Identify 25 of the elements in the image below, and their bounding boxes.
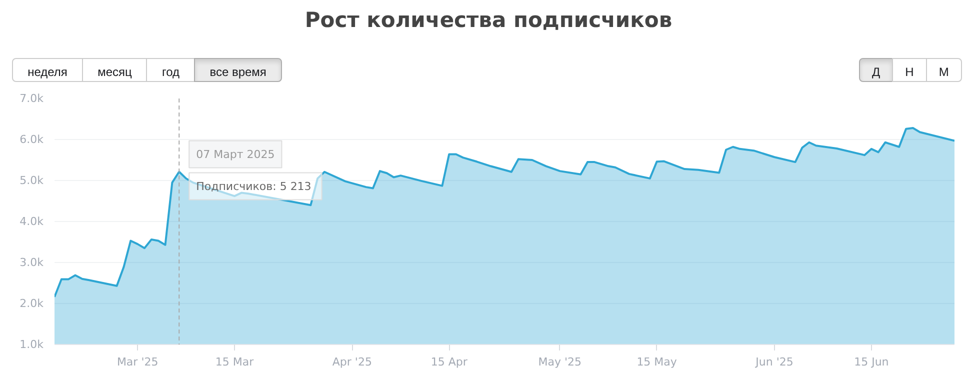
text: все время (194, 58, 282, 82)
chart-title: Рост количества подписчиков (304, 7, 674, 34)
y-tick-label: 5.0k (20, 174, 44, 187)
x-tick-label: 15 Apr (430, 356, 468, 368)
x-tick-label: May '25 (538, 356, 582, 368)
y-tick-label: 4.0k (20, 215, 44, 228)
text: неделя (12, 58, 83, 82)
text: Д (859, 58, 894, 82)
x-tick-label: 15 Jun (854, 356, 889, 368)
text: Н (892, 58, 927, 82)
y-tick-label: 1.0k (20, 338, 44, 351)
text: месяц (82, 58, 148, 82)
y-tick-label: 7.0k (20, 92, 44, 105)
y-tick-label: 6.0k (20, 133, 44, 146)
text: год (146, 58, 196, 82)
annotation: Подписчиков: 5 213 (196, 180, 312, 193)
x-tick-label: Jun '25 (754, 356, 794, 368)
x-tick-label: 15 May (636, 356, 678, 368)
y-tick-label: 2.0k (20, 297, 44, 310)
y-tick-label: 3.0k (20, 256, 44, 269)
annotation: 07 Март 2025 (196, 148, 275, 161)
x-tick-label: 15 Mar (215, 356, 254, 368)
x-tick-label: Mar '25 (116, 356, 158, 368)
text: М (926, 58, 962, 82)
x-tick-label: Apr '25 (332, 356, 372, 368)
